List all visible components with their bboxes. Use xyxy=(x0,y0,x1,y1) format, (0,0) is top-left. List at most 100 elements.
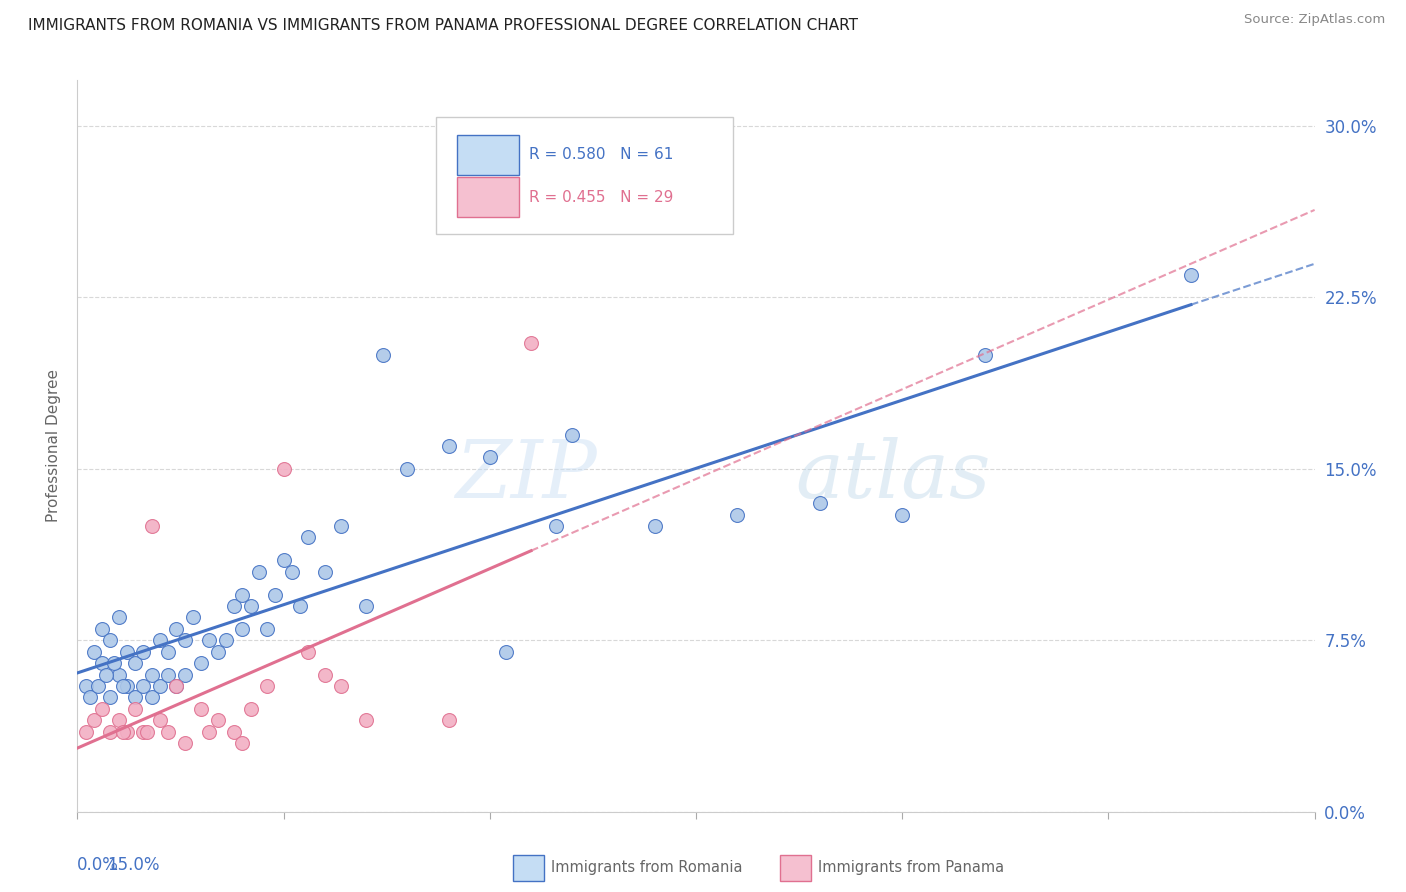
FancyBboxPatch shape xyxy=(436,117,733,234)
Point xyxy=(1180,268,1202,282)
Point xyxy=(98,633,121,648)
Point xyxy=(91,656,114,670)
Point xyxy=(107,610,129,624)
Point xyxy=(314,667,336,681)
Point xyxy=(132,645,155,659)
Point xyxy=(124,690,146,705)
Point xyxy=(288,599,311,613)
Point xyxy=(354,714,377,728)
Point xyxy=(297,645,319,659)
Point xyxy=(79,690,101,705)
Point xyxy=(87,679,110,693)
Point xyxy=(141,690,163,705)
Point xyxy=(173,736,195,750)
Point xyxy=(561,427,583,442)
Point xyxy=(281,565,304,579)
Point xyxy=(437,714,460,728)
Point xyxy=(173,633,195,648)
Text: Source: ZipAtlas.com: Source: ZipAtlas.com xyxy=(1244,13,1385,27)
Point xyxy=(231,622,253,636)
Point xyxy=(478,450,501,465)
Point xyxy=(273,553,295,567)
Point xyxy=(198,724,221,739)
Point xyxy=(437,439,460,453)
Point xyxy=(231,588,253,602)
Text: IMMIGRANTS FROM ROMANIA VS IMMIGRANTS FROM PANAMA PROFESSIONAL DEGREE CORRELATIO: IMMIGRANTS FROM ROMANIA VS IMMIGRANTS FR… xyxy=(28,18,858,33)
Point xyxy=(231,736,253,750)
Point xyxy=(973,348,995,362)
Point xyxy=(354,599,377,613)
Point xyxy=(115,679,138,693)
Y-axis label: Professional Degree: Professional Degree xyxy=(46,369,62,523)
Point xyxy=(96,667,118,681)
Point xyxy=(190,702,212,716)
Point xyxy=(207,714,229,728)
Point xyxy=(891,508,914,522)
Point xyxy=(157,645,180,659)
Point xyxy=(222,599,245,613)
Text: atlas: atlas xyxy=(794,436,990,514)
Point xyxy=(98,724,121,739)
Text: ZIP: ZIP xyxy=(456,436,598,514)
Point xyxy=(132,679,155,693)
Point xyxy=(157,667,180,681)
Point xyxy=(149,714,172,728)
Point xyxy=(371,348,394,362)
Point xyxy=(314,565,336,579)
Point xyxy=(124,656,146,670)
Point xyxy=(124,702,146,716)
Point xyxy=(83,714,105,728)
Point xyxy=(83,645,105,659)
Text: Immigrants from Romania: Immigrants from Romania xyxy=(551,861,742,875)
Point xyxy=(247,565,270,579)
Point xyxy=(495,645,517,659)
Point xyxy=(544,519,567,533)
Point xyxy=(103,656,125,670)
Point xyxy=(644,519,666,533)
Point xyxy=(165,622,187,636)
Point xyxy=(173,667,195,681)
Point xyxy=(141,667,163,681)
FancyBboxPatch shape xyxy=(457,136,519,176)
Point xyxy=(808,496,831,510)
Point xyxy=(107,714,129,728)
Point xyxy=(256,622,278,636)
Point xyxy=(91,702,114,716)
Point xyxy=(75,679,97,693)
Point xyxy=(91,622,114,636)
Point xyxy=(132,724,155,739)
Text: R = 0.455   N = 29: R = 0.455 N = 29 xyxy=(529,190,673,205)
Point xyxy=(207,645,229,659)
Text: 0.0%: 0.0% xyxy=(77,855,120,873)
Point xyxy=(75,724,97,739)
Point xyxy=(215,633,238,648)
Point xyxy=(115,724,138,739)
Point xyxy=(111,679,134,693)
Point xyxy=(239,702,262,716)
Point xyxy=(115,645,138,659)
Point xyxy=(330,519,353,533)
Point xyxy=(190,656,212,670)
Point xyxy=(141,519,163,533)
Point xyxy=(149,633,172,648)
Point xyxy=(297,530,319,544)
Point xyxy=(264,588,287,602)
Point xyxy=(111,724,134,739)
Point xyxy=(165,679,187,693)
Point xyxy=(222,724,245,739)
Text: R = 0.580   N = 61: R = 0.580 N = 61 xyxy=(529,147,673,162)
Point xyxy=(330,679,353,693)
FancyBboxPatch shape xyxy=(457,177,519,217)
Point xyxy=(136,724,159,739)
Point xyxy=(273,462,295,476)
Point xyxy=(396,462,419,476)
Point xyxy=(256,679,278,693)
Point xyxy=(520,336,543,351)
Point xyxy=(157,724,180,739)
Point xyxy=(198,633,221,648)
Point xyxy=(107,667,129,681)
Text: 15.0%: 15.0% xyxy=(107,855,160,873)
Point xyxy=(725,508,748,522)
Point xyxy=(149,679,172,693)
Point xyxy=(239,599,262,613)
